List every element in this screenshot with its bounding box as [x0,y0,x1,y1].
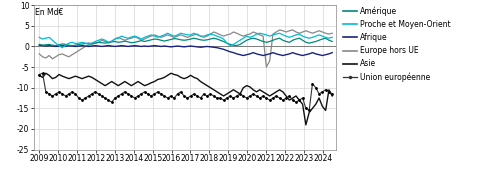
Legend: Amérique, Proche et Moyen-Orient, Afrique, Europe hors UE, Asie, Union européenn: Amérique, Proche et Moyen-Orient, Afriqu… [343,6,450,82]
Text: En Md€: En Md€ [36,8,64,18]
